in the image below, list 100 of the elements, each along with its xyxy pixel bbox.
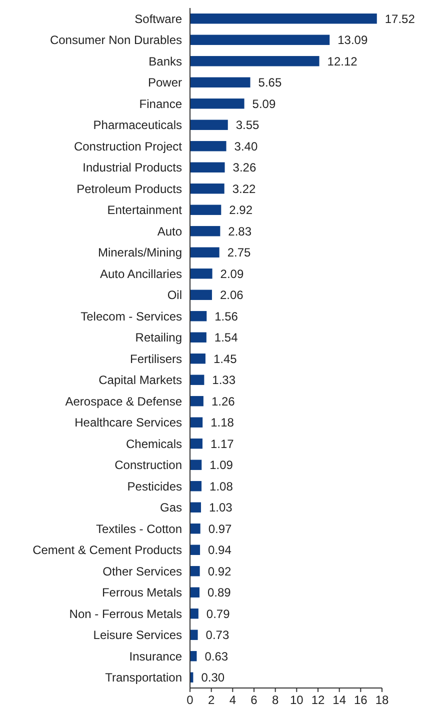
bar — [190, 98, 244, 109]
y-tick-label: Retailing — [135, 330, 182, 345]
y-tick-label: Consumer Non Durables — [50, 33, 182, 48]
y-tick-label: Pharmaceuticals — [93, 118, 182, 132]
y-tick-label: Construction Project — [74, 139, 183, 154]
bar — [190, 460, 202, 470]
x-tick-label: 2 — [208, 693, 215, 706]
y-tick-label: Cement & Cement Products — [32, 543, 182, 558]
y-tick-label: Chemicals — [126, 436, 182, 451]
y-tick-label: Other Services — [102, 564, 182, 578]
y-tick-label: Construction — [114, 458, 182, 472]
bar — [190, 184, 224, 194]
data-label: 1.08 — [210, 479, 234, 494]
y-tick-label: Industrial Products — [82, 160, 182, 175]
data-label: 0.97 — [208, 522, 232, 536]
x-tick-label: 8 — [272, 693, 279, 706]
y-tick-label: Pesticides — [127, 479, 182, 494]
y-tick-label: Healthcare Services — [74, 416, 182, 430]
bar — [190, 502, 201, 512]
data-label: 2.83 — [228, 224, 252, 238]
y-tick-label: Textiles - Cotton — [96, 522, 182, 536]
data-label: 1.56 — [214, 309, 238, 324]
bar — [190, 34, 330, 45]
data-label: 3.26 — [232, 160, 256, 175]
data-label: 0.63 — [204, 649, 228, 664]
data-label: 5.09 — [252, 96, 276, 111]
data-label: 1.17 — [210, 436, 234, 451]
bar — [190, 374, 204, 385]
data-label: 3.55 — [236, 118, 260, 132]
y-tick-label: Telecom - Services — [80, 309, 182, 324]
data-label: 1.45 — [213, 352, 238, 366]
data-label: 1.33 — [212, 373, 236, 388]
bar — [190, 332, 206, 342]
bar — [190, 268, 212, 279]
data-label: 0.30 — [201, 670, 225, 685]
y-tick-label: Gas — [160, 500, 182, 515]
y-tick-label: Auto Ancillaries — [100, 266, 182, 281]
y-tick-label: Insurance — [129, 649, 182, 664]
data-label: 3.40 — [234, 139, 258, 154]
data-label: 2.06 — [220, 288, 244, 302]
data-label: 0.94 — [208, 543, 232, 558]
x-tick-label: 18 — [375, 693, 389, 706]
bar — [190, 14, 377, 24]
y-tick-label: Aerospace & Defense — [65, 394, 182, 408]
bar — [190, 417, 203, 428]
data-label: 13.09 — [338, 33, 368, 48]
data-label: 0.79 — [206, 606, 230, 621]
bar — [190, 630, 198, 640]
data-label: 1.09 — [210, 458, 234, 472]
x-tick-label: 14 — [332, 693, 346, 706]
bar — [190, 524, 200, 534]
x-tick-label: 16 — [354, 693, 368, 706]
bar — [190, 204, 222, 215]
bar — [190, 587, 200, 598]
data-label: 0.73 — [206, 628, 230, 642]
data-label: 1.03 — [208, 500, 233, 515]
x-tick-label: 10 — [290, 693, 304, 706]
y-tick-label: Entertainment — [107, 203, 183, 218]
bar — [190, 56, 320, 66]
y-tick-label: Finance — [139, 96, 182, 111]
y-tick-label: Oil — [167, 288, 182, 302]
y-tick-label: Fertilisers — [130, 352, 182, 366]
y-tick-label: Software — [134, 12, 182, 26]
bar — [190, 162, 225, 172]
data-label: 1.18 — [210, 416, 234, 430]
data-label: 2.92 — [229, 203, 253, 218]
data-label: 1.26 — [211, 394, 236, 408]
bar — [190, 608, 198, 619]
bar — [190, 120, 228, 130]
y-tick-label: Minerals/Mining — [98, 246, 182, 260]
bar — [190, 311, 207, 322]
data-label: 3.22 — [232, 182, 256, 196]
bar — [190, 354, 206, 364]
bar — [190, 544, 200, 555]
data-label: 17.52 — [384, 12, 416, 26]
x-tick-label: 0 — [186, 693, 194, 706]
y-tick-label: Auto — [157, 224, 182, 238]
y-tick-label: Non - Ferrous Metals — [69, 606, 182, 621]
y-tick-label: Capital Markets — [98, 373, 182, 388]
bar — [190, 481, 202, 492]
y-tick-label: Transportation — [105, 670, 182, 685]
data-label: 0.89 — [207, 586, 232, 600]
data-label: 2.75 — [227, 246, 252, 260]
y-tick-label: Ferrous Metals — [102, 586, 182, 600]
data-label: 12.12 — [327, 54, 358, 68]
bar — [190, 141, 226, 152]
bar — [190, 566, 200, 576]
data-label: 0.92 — [208, 564, 232, 578]
data-label: 5.65 — [258, 76, 282, 90]
y-tick-label: Petroleum Products — [76, 182, 182, 196]
x-tick-label: 6 — [250, 693, 258, 706]
bar — [190, 396, 204, 406]
x-tick-label: 12 — [311, 693, 325, 706]
bar — [190, 438, 202, 449]
bar — [190, 77, 250, 88]
y-tick-label: Banks — [148, 54, 182, 68]
bar — [190, 226, 220, 236]
bar — [190, 247, 220, 258]
y-tick-label: Power — [148, 76, 182, 90]
data-label: 2.09 — [220, 266, 244, 281]
